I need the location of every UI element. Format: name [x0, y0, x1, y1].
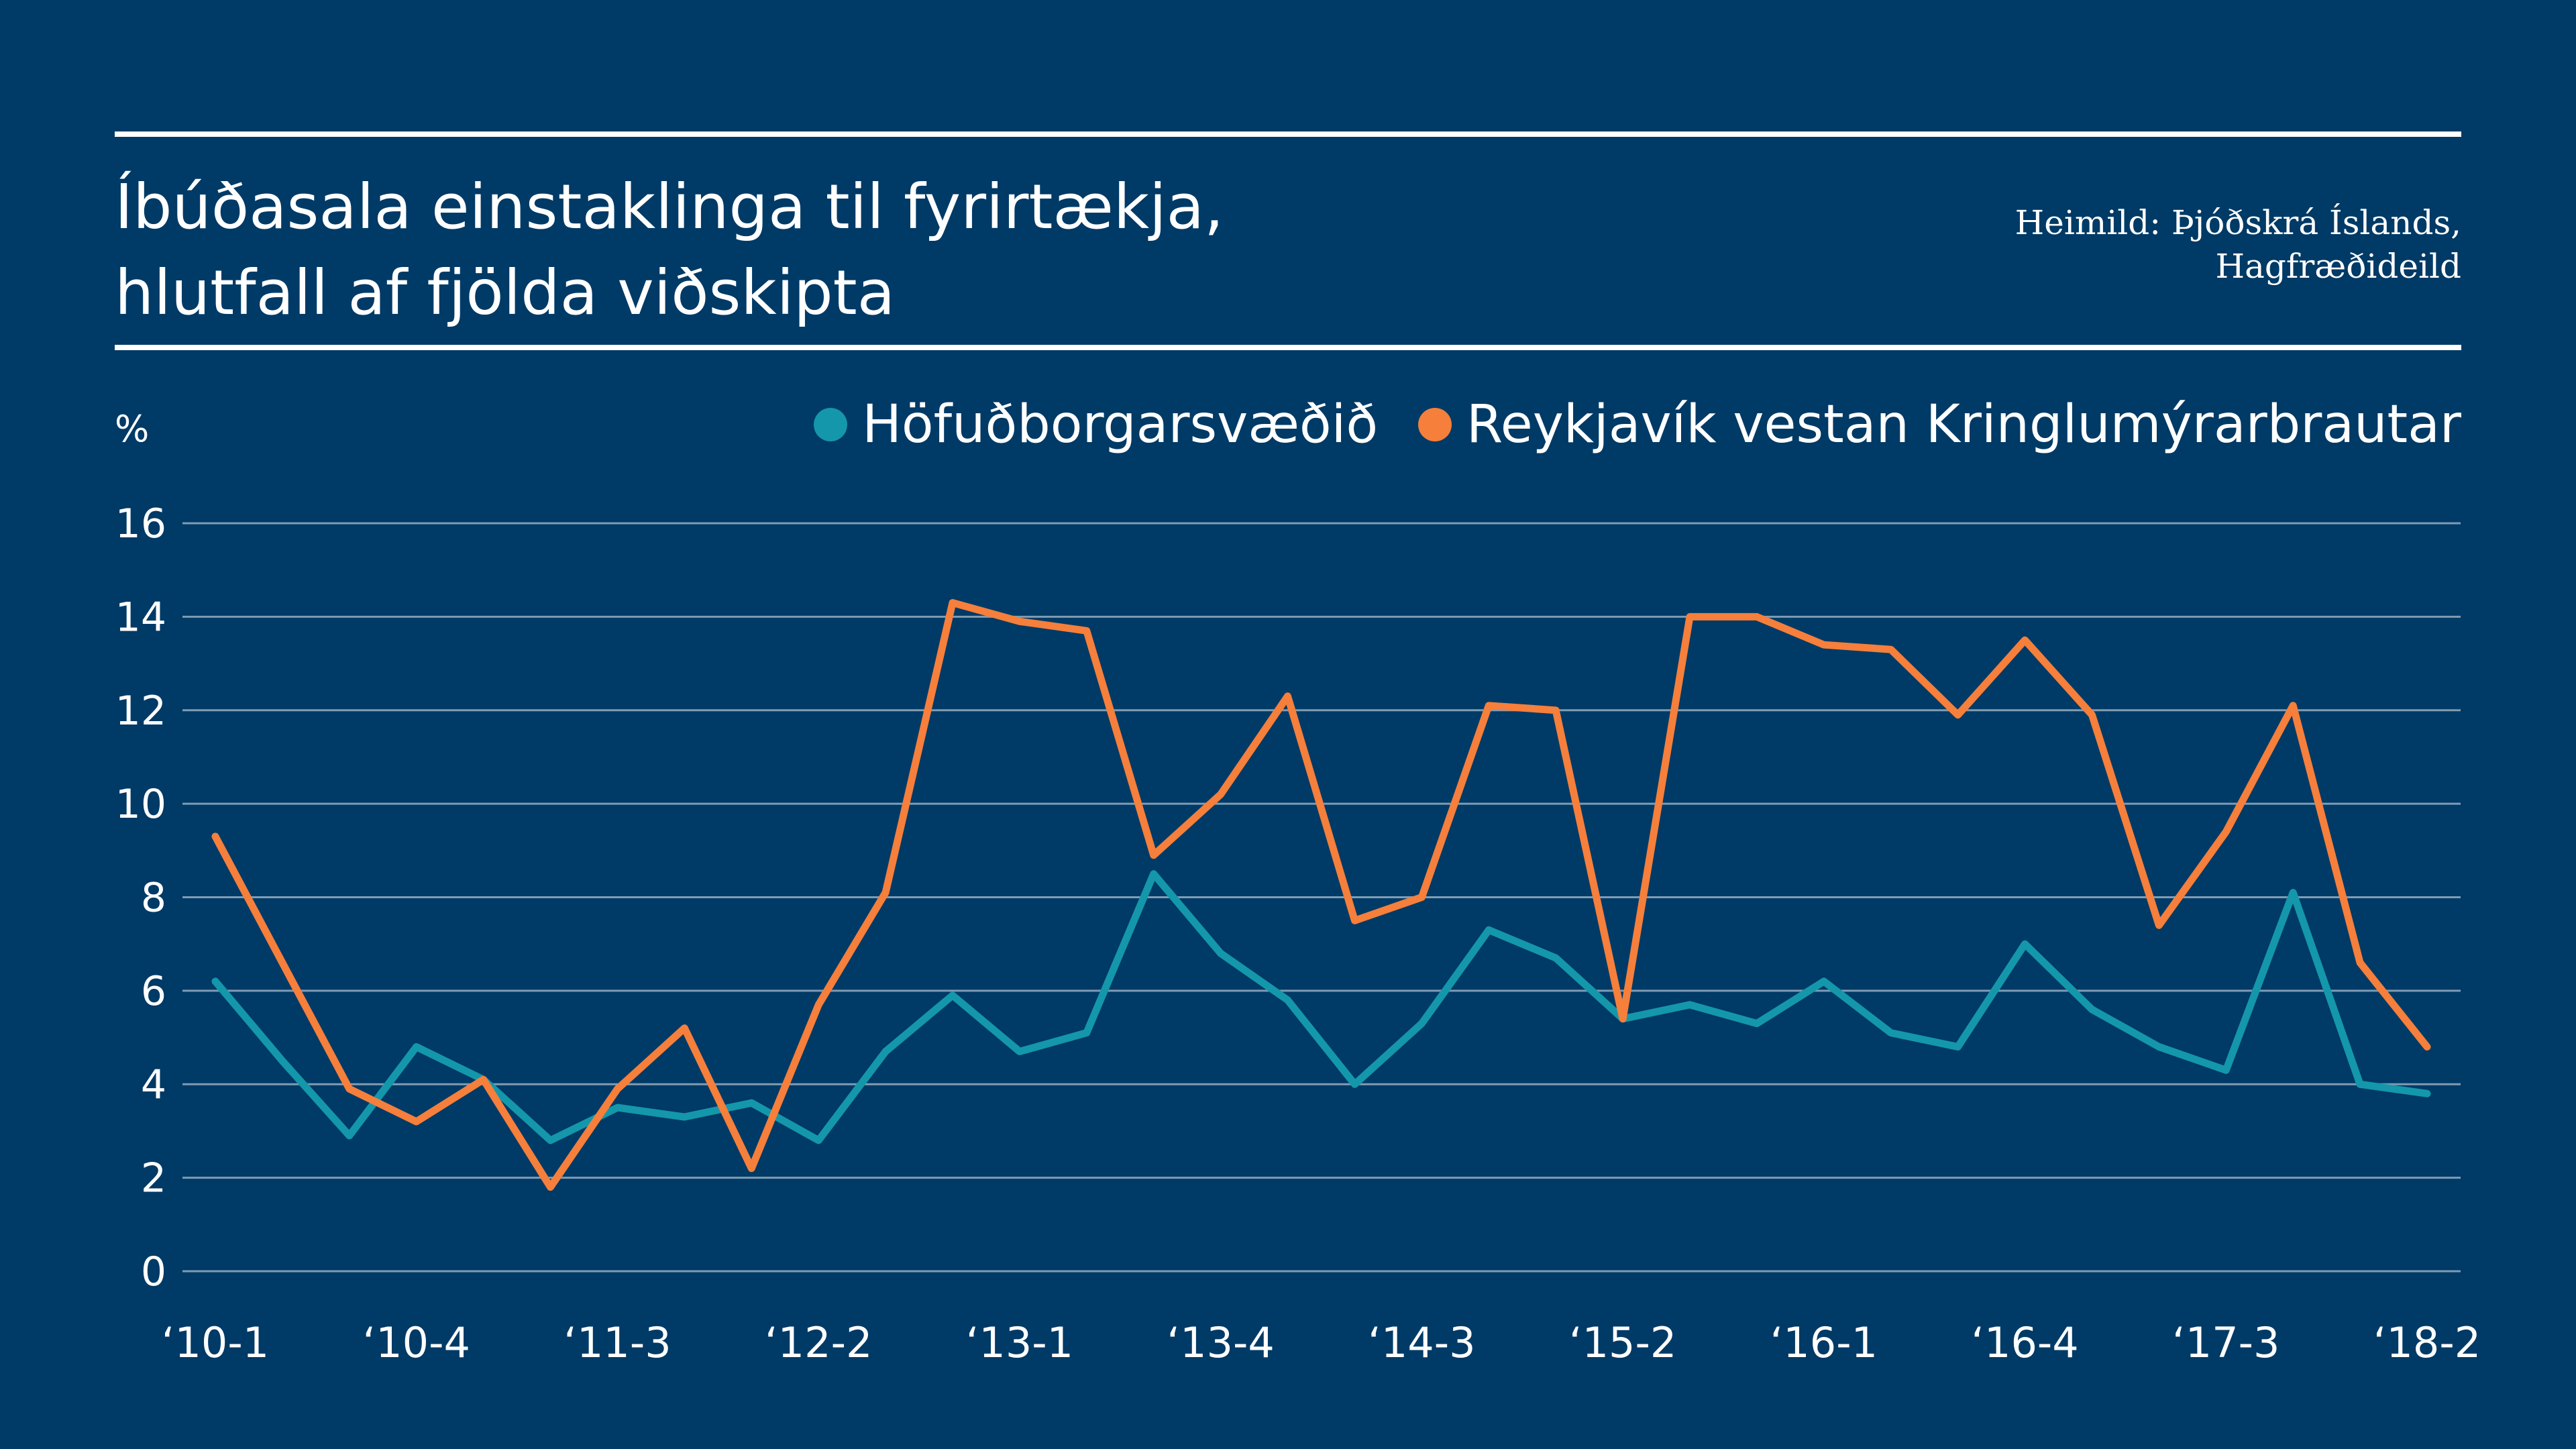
- legend-label-series-2: Reykjavík vestan Kringlumýrarbrautar: [1466, 394, 2461, 455]
- source-note: Heimild: Þjóðskrá Íslands, Hagfræðideild: [1656, 201, 2461, 288]
- y-tick-label: 6: [141, 968, 166, 1015]
- y-tick-label: 10: [115, 781, 166, 828]
- source-line-1: Heimild: Þjóðskrá Íslands,: [2015, 203, 2461, 242]
- y-tick-label: 0: [141, 1248, 166, 1295]
- x-tick-label: ‘11-3: [564, 1318, 671, 1367]
- legend-label-series-1: Höfuðborgarsvæðið: [862, 394, 1379, 455]
- y-axis-ticks: 0 2 4 6 8 10 12 14 16: [115, 500, 166, 1295]
- y-tick-label: 16: [115, 500, 166, 547]
- y-tick-label: 2: [141, 1155, 166, 1202]
- legend-item-series-1: Höfuðborgarsvæðið: [814, 394, 1378, 455]
- x-tick-label: ‘17-3: [2172, 1318, 2279, 1367]
- y-tick-label: 4: [141, 1061, 166, 1108]
- bottom-rule: [115, 345, 2461, 350]
- source-line-2: Hagfræðideild: [2215, 247, 2461, 286]
- x-tick-label: ‘15-2: [1569, 1318, 1676, 1367]
- gridlines: [182, 522, 2461, 1273]
- y-unit-label: %: [115, 408, 150, 450]
- x-tick-label: ‘10-4: [363, 1318, 470, 1367]
- x-tick-label: ‘10-1: [162, 1318, 269, 1367]
- x-tick-label: ‘13-4: [1167, 1318, 1274, 1367]
- series-lines: [211, 599, 2431, 1191]
- y-tick-label: 12: [115, 688, 166, 735]
- top-rule: [115, 131, 2461, 137]
- x-tick-label: ‘16-4: [1971, 1318, 2078, 1367]
- chart-title: Íbúðasala einstaklinga til fyrirtækja, h…: [115, 164, 1859, 336]
- x-tick-label: ‘14-3: [1368, 1318, 1475, 1367]
- x-axis-ticks: ‘10-1 ‘10-4 ‘11-3 ‘12-2 ‘13-1 ‘13-4 ‘14-3 ‘15-2…: [162, 1318, 2481, 1367]
- x-tick-label: ‘16-1: [1770, 1318, 1878, 1367]
- series-line-2: [211, 599, 2431, 1191]
- x-tick-label: ‘18-2: [2373, 1318, 2481, 1367]
- y-tick-label: 8: [141, 875, 166, 922]
- title-line-2: hlutfall af fjölda viðskipta: [115, 257, 896, 329]
- title-line-1: Íbúðasala einstaklinga til fyrirtækja,: [115, 171, 1224, 243]
- y-tick-label: 14: [115, 594, 166, 641]
- x-tick-label: ‘12-2: [765, 1318, 872, 1367]
- legend-swatch-series-1: [814, 408, 848, 441]
- legend-item-series-2: Reykjavík vestan Kringlumýrarbrautar: [1418, 394, 2461, 455]
- legend-swatch-series-2: [1418, 408, 1452, 441]
- series-line-1: [211, 870, 2431, 1144]
- legend: Höfuðborgarsvæðið Reykjavík vestan Kring…: [773, 394, 2461, 455]
- x-tick-label: ‘13-1: [966, 1318, 1073, 1367]
